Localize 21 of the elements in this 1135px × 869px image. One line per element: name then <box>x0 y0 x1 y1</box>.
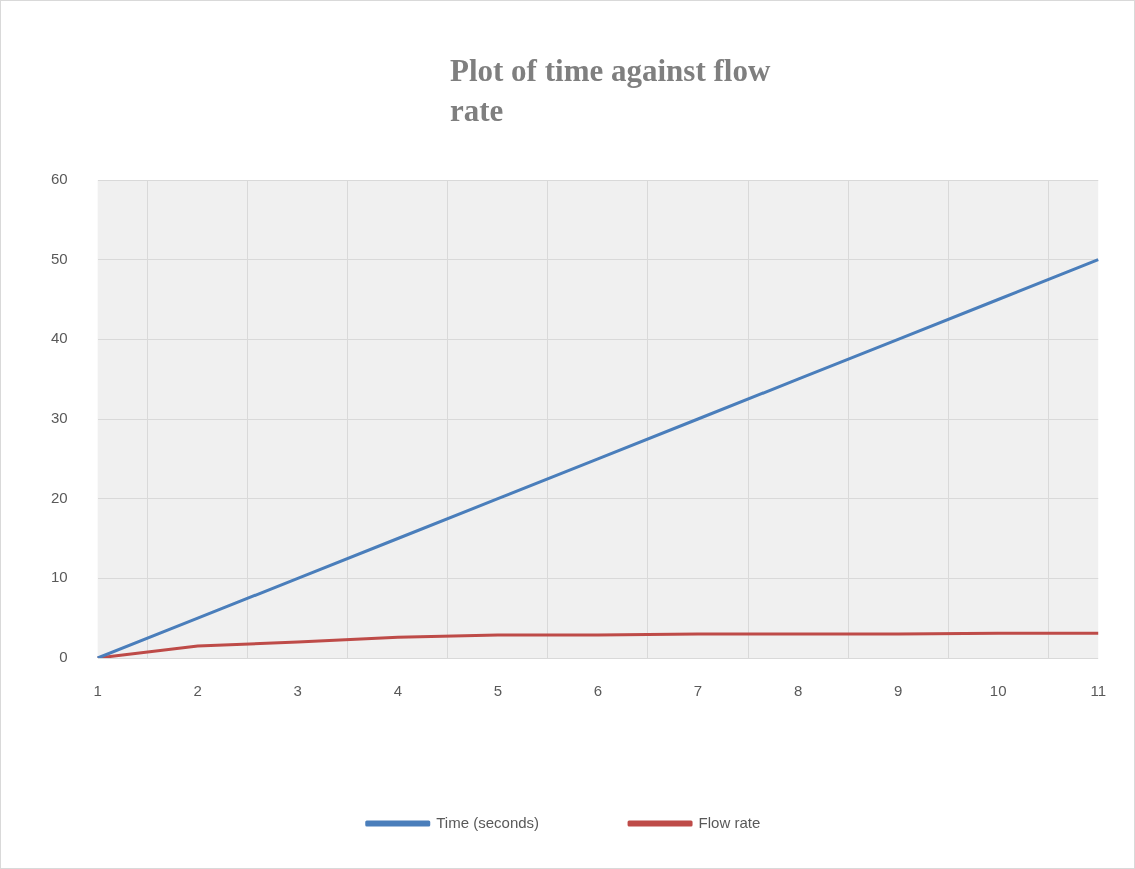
x-tick-label: 3 <box>293 682 302 700</box>
x-tick-label: 2 <box>193 682 202 700</box>
chart-title: Plot of time against flow rate <box>450 52 772 130</box>
x-tick-label: 9 <box>893 682 903 700</box>
x-tick-label: 1 <box>93 682 102 700</box>
x-tick-label: 11 <box>1090 682 1106 700</box>
x-tick-label: 4 <box>393 682 403 700</box>
y-tick-label: 20 <box>51 488 68 506</box>
x-tick-label: 6 <box>593 682 603 700</box>
y-tick-label: 40 <box>51 329 68 347</box>
x-tick-label: 7 <box>693 682 703 700</box>
y-tick-label: 30 <box>51 409 68 427</box>
x-tick-label: 8 <box>793 682 803 700</box>
y-tick-label: 60 <box>51 170 68 188</box>
y-tick-label: 10 <box>51 568 68 586</box>
y-tick-label: 0 <box>59 648 68 666</box>
legend-label: Flow rate <box>698 813 761 831</box>
x-tick-label: 10 <box>989 682 1007 700</box>
y-tick-label: 50 <box>51 249 68 267</box>
x-tick-label: 5 <box>493 682 503 700</box>
legend-label: Time (seconds) <box>436 813 540 831</box>
